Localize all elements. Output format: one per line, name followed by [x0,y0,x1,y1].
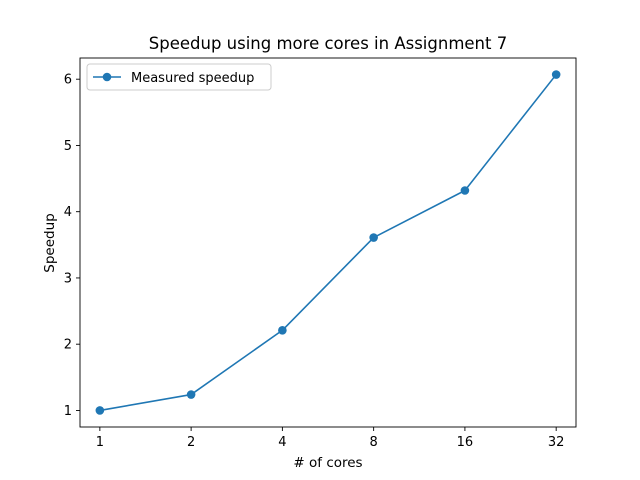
data-point [460,186,470,195]
y-tick-label: 3 [64,271,72,286]
data-point [551,70,561,79]
x-tick-label: 4 [278,435,286,450]
y-tick-label: 6 [64,73,72,88]
plot-area: 1 2 3 4 5 6 1 2 4 8 16 32 [64,57,577,450]
y-tick-label: 5 [64,139,72,154]
x-tick-label: 32 [548,435,565,450]
y-axis-label: Speedup [42,213,58,272]
y-tick-label: 2 [64,338,72,353]
legend-box [86,63,272,91]
axes-frame [79,57,577,428]
data-point [186,390,196,399]
legend-marker-swatch [102,72,112,82]
legend: Measured speedup [86,63,272,91]
x-tick-label: 8 [370,435,378,450]
series-line [99,74,557,412]
x-tick-label: 16 [457,435,474,450]
data-point [278,325,287,335]
data-point [369,233,378,242]
x-tick-label: 1 [96,435,104,450]
x-tick-label: 2 [187,435,195,450]
chart-title: Speedup using more cores in Assignment 7 [149,34,507,53]
data-point [95,406,105,415]
y-tick-label: 1 [64,404,72,419]
legend-entry-label: Measured speedup [131,71,254,86]
x-axis-label: # of cores [293,455,362,471]
y-tick-label: 4 [64,205,72,220]
